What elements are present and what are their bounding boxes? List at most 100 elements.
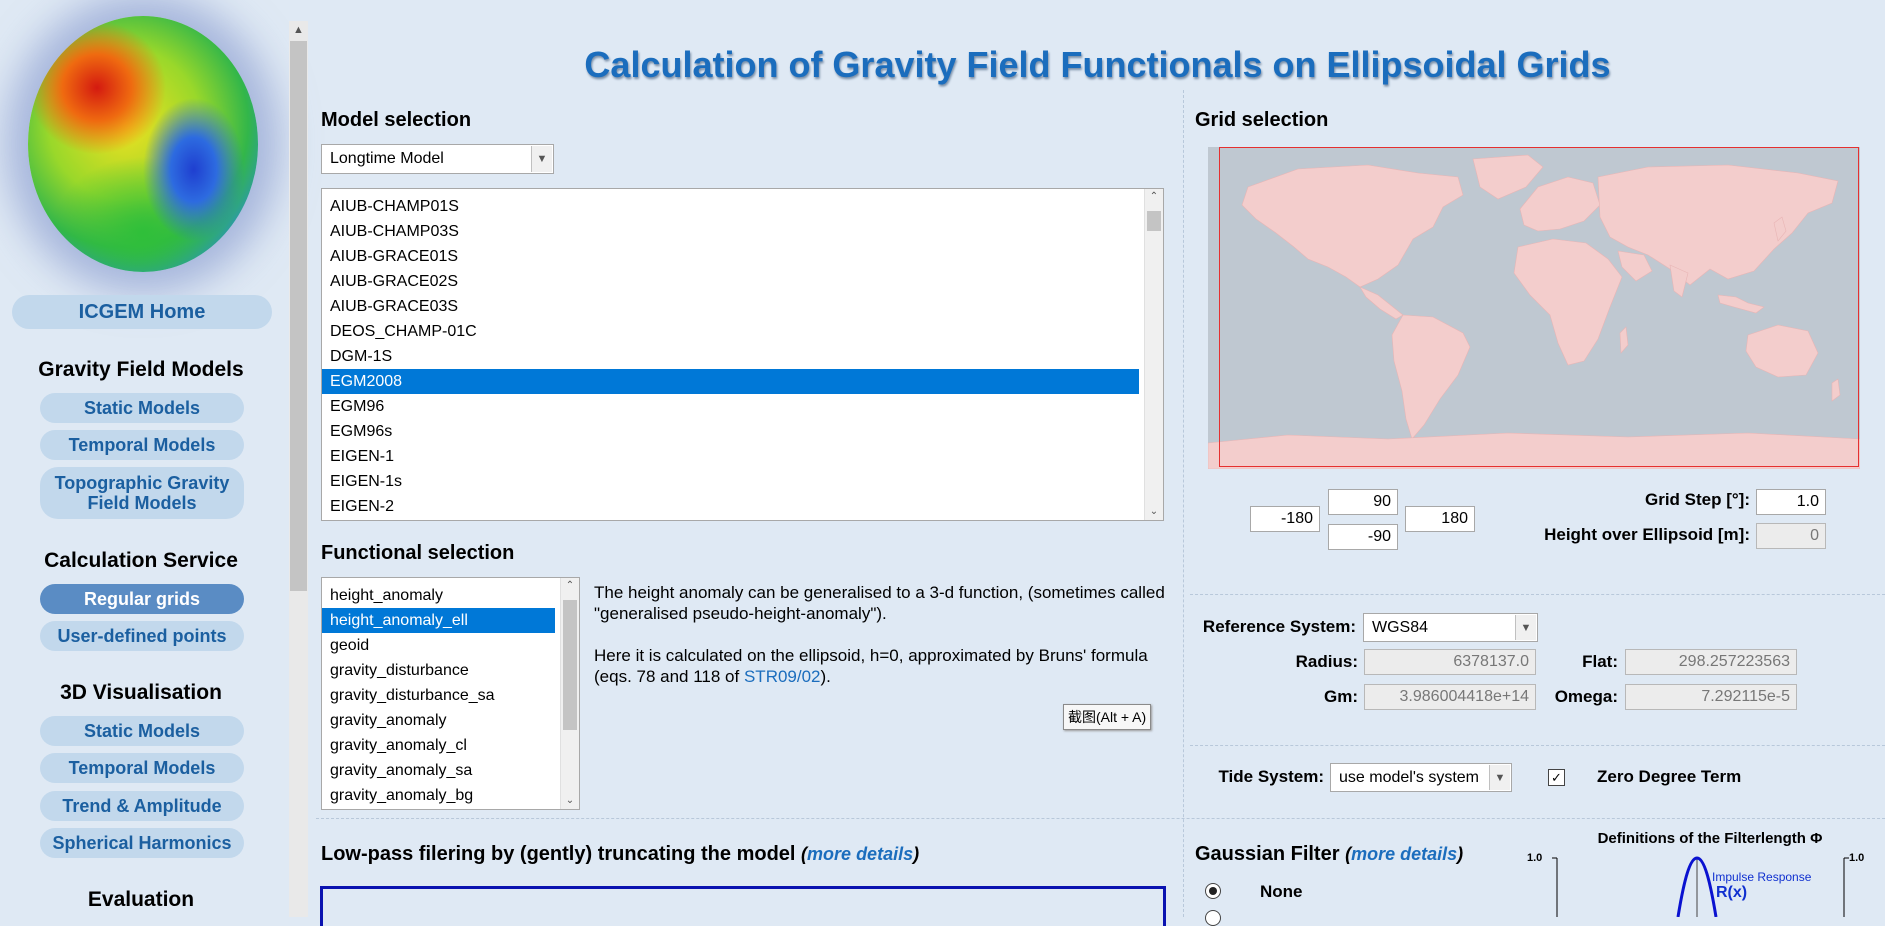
zero-degree-label: Zero Degree Term: [1597, 767, 1742, 786]
axis-left-label: 1.0: [1527, 852, 1543, 864]
chevron-down-icon[interactable]: ▼: [1489, 765, 1510, 790]
scroll-down-icon[interactable]: ⌄: [1149, 506, 1159, 517]
rx-label: R(x): [1716, 884, 1748, 901]
tide-system-value: use model's system: [1339, 768, 1479, 786]
list-item[interactable]: AIUB-GRACE03S: [330, 298, 459, 315]
filterlength-definitions-title: Definitions of the Filterlength Φ: [1597, 830, 1823, 847]
lat-max-field[interactable]: 90: [1328, 489, 1398, 515]
nav-heading-gravity-field-models: Gravity Field Models: [38, 358, 244, 381]
scroll-thumb[interactable]: [563, 600, 577, 730]
list-item[interactable]: gravity_anomaly: [330, 712, 447, 729]
list-item[interactable]: EIGEN-2: [330, 498, 395, 515]
nav-heading-3d-visualisation: 3D Visualisation: [60, 681, 222, 704]
nav-3d-static-models[interactable]: Static Models: [40, 716, 244, 746]
radius-label: Radius:: [1295, 652, 1358, 671]
nav-static-models[interactable]: Static Models: [40, 393, 244, 423]
list-item[interactable]: gravity_disturbance: [330, 662, 469, 679]
nav-temporal-models[interactable]: Temporal Models: [40, 430, 244, 460]
lon-max-field[interactable]: 180: [1405, 506, 1475, 532]
geoid-globe-logo: [28, 16, 258, 272]
nav-spherical-harmonics[interactable]: Spherical Harmonics: [40, 828, 244, 858]
functional-description-2: Here it is calculated on the ellipsoid, …: [594, 645, 1174, 687]
list-item[interactable]: AIUB-GRACE02S: [330, 273, 459, 290]
scroll-up-icon[interactable]: ⌃: [565, 580, 575, 591]
str-reference-link[interactable]: STR09/02: [743, 667, 821, 686]
lowpass-chart-frame: [320, 886, 1166, 926]
list-item[interactable]: AIUB-CHAMP01S: [330, 198, 459, 215]
list-item[interactable]: AIUB-CHAMP03S: [330, 223, 459, 240]
list-item[interactable]: EIGEN-1s: [330, 473, 403, 490]
nav-user-defined-points[interactable]: User-defined points: [40, 621, 244, 651]
model-listbox[interactable]: AIUB-CHAMP01S AIUB-CHAMP03S AIUB-GRACE01…: [321, 188, 1164, 521]
omega-label: Omega:: [1554, 687, 1618, 706]
radio-half[interactable]: [1205, 910, 1221, 926]
nav-regular-grids[interactable]: Regular grids: [40, 584, 244, 614]
lat-min-field[interactable]: -90: [1328, 524, 1398, 550]
model-type-select[interactable]: Longtime Model ▼: [321, 144, 554, 174]
grid-step-field[interactable]: 1.0: [1756, 489, 1826, 515]
nav-trend-amplitude[interactable]: Trend & Amplitude: [40, 791, 244, 821]
flat-label: Flat:: [1582, 652, 1618, 671]
list-item[interactable]: AIUB-GRACE01S: [330, 248, 459, 265]
page-scrollbar[interactable]: ▲: [289, 21, 308, 917]
scroll-thumb[interactable]: [1147, 211, 1161, 231]
lon-min-field[interactable]: -180: [1250, 506, 1320, 532]
list-item[interactable]: DGM-1S: [330, 348, 393, 365]
height-label: Height over Ellipsoid [m]:: [1544, 525, 1750, 544]
list-item-selected[interactable]: EGM2008: [322, 369, 1139, 394]
nav-3d-temporal-models[interactable]: Temporal Models: [40, 753, 244, 783]
functional-list-scrollbar[interactable]: ⌃ ⌄: [560, 578, 579, 809]
list-item-selected[interactable]: height_anomaly_ell: [322, 608, 555, 633]
divider-reference-tide: [1190, 745, 1885, 746]
list-item[interactable]: geoid: [330, 637, 370, 654]
grid-step-label: Grid Step [°]:: [1644, 490, 1750, 509]
tide-system-select[interactable]: use model's system ▼: [1330, 763, 1512, 792]
reference-system-select[interactable]: WGS84 ▼: [1363, 613, 1538, 642]
gaussian-filter-title: Gaussian Filter (more details): [1195, 843, 1463, 866]
list-item[interactable]: gravity_anomaly_sa: [330, 762, 473, 779]
column-divider: [1183, 90, 1184, 917]
scroll-down-icon[interactable]: ⌄: [565, 795, 575, 806]
zero-degree-checkbox[interactable]: ✓: [1548, 769, 1565, 786]
lowpass-title-text: Low-pass filering by (gently) truncating…: [321, 843, 796, 865]
functional-listbox[interactable]: height_anomaly height_anomaly_ell geoid …: [321, 577, 580, 810]
scroll-up-icon[interactable]: ▲: [293, 24, 304, 36]
list-item[interactable]: DEOS_CHAMP-01C: [330, 323, 477, 340]
model-type-value: Longtime Model: [330, 150, 444, 167]
gaussian-title-text: Gaussian Filter: [1195, 843, 1340, 865]
chevron-down-icon[interactable]: ▼: [531, 146, 552, 172]
radio-none-label: None: [1260, 882, 1303, 901]
axis-right-label: 1.0: [1849, 852, 1865, 864]
list-item[interactable]: height_anomaly: [330, 587, 443, 604]
description-text-end: ).: [820, 667, 831, 686]
nav-heading-calculation-service: Calculation Service: [44, 549, 238, 572]
height-field: 0: [1756, 523, 1826, 549]
nav-heading-evaluation: Evaluation: [87, 888, 195, 911]
list-item[interactable]: EGM96s: [330, 423, 393, 440]
list-item[interactable]: gravity_anomaly_bg: [330, 787, 474, 804]
list-item[interactable]: gravity_anomaly_cl: [330, 737, 467, 754]
list-item[interactable]: gravity_disturbance_sa: [330, 687, 495, 704]
radio-none[interactable]: [1205, 883, 1221, 899]
nav-topographic-models[interactable]: Topographic Gravity Field Models: [40, 467, 244, 519]
gaussian-more-details-link[interactable]: more details: [1351, 844, 1458, 864]
sidebar: ICGEM Home Gravity Field Models Static M…: [0, 0, 286, 917]
chevron-down-icon[interactable]: ▼: [1515, 615, 1536, 640]
grid-bounds-rectangle[interactable]: [1219, 147, 1859, 467]
page-scroll-thumb[interactable]: [290, 41, 307, 591]
scroll-up-icon[interactable]: ⌃: [1149, 191, 1159, 202]
reference-system-value: WGS84: [1372, 618, 1429, 636]
lowpass-more-details-link[interactable]: more details: [807, 844, 914, 864]
icgem-home-button[interactable]: ICGEM Home: [12, 295, 272, 329]
model-list-scrollbar[interactable]: ⌃ ⌄: [1144, 189, 1163, 520]
gm-field: 3.986004418e+14: [1364, 684, 1536, 710]
screenshot-tooltip: 截图(Alt + A): [1063, 704, 1152, 730]
description-text: Here it is calculated on the ellipsoid, …: [594, 646, 1148, 686]
lowpass-title: Low-pass filering by (gently) truncating…: [321, 843, 919, 866]
list-item[interactable]: EIGEN-1: [330, 448, 395, 465]
list-item[interactable]: EGM96: [330, 398, 385, 415]
world-map[interactable]: [1208, 147, 1860, 469]
functional-description-1: The height anomaly can be generalised to…: [594, 583, 1165, 623]
lowpass-more: (more details): [801, 844, 920, 864]
divider-grid-reference: [1190, 594, 1885, 595]
